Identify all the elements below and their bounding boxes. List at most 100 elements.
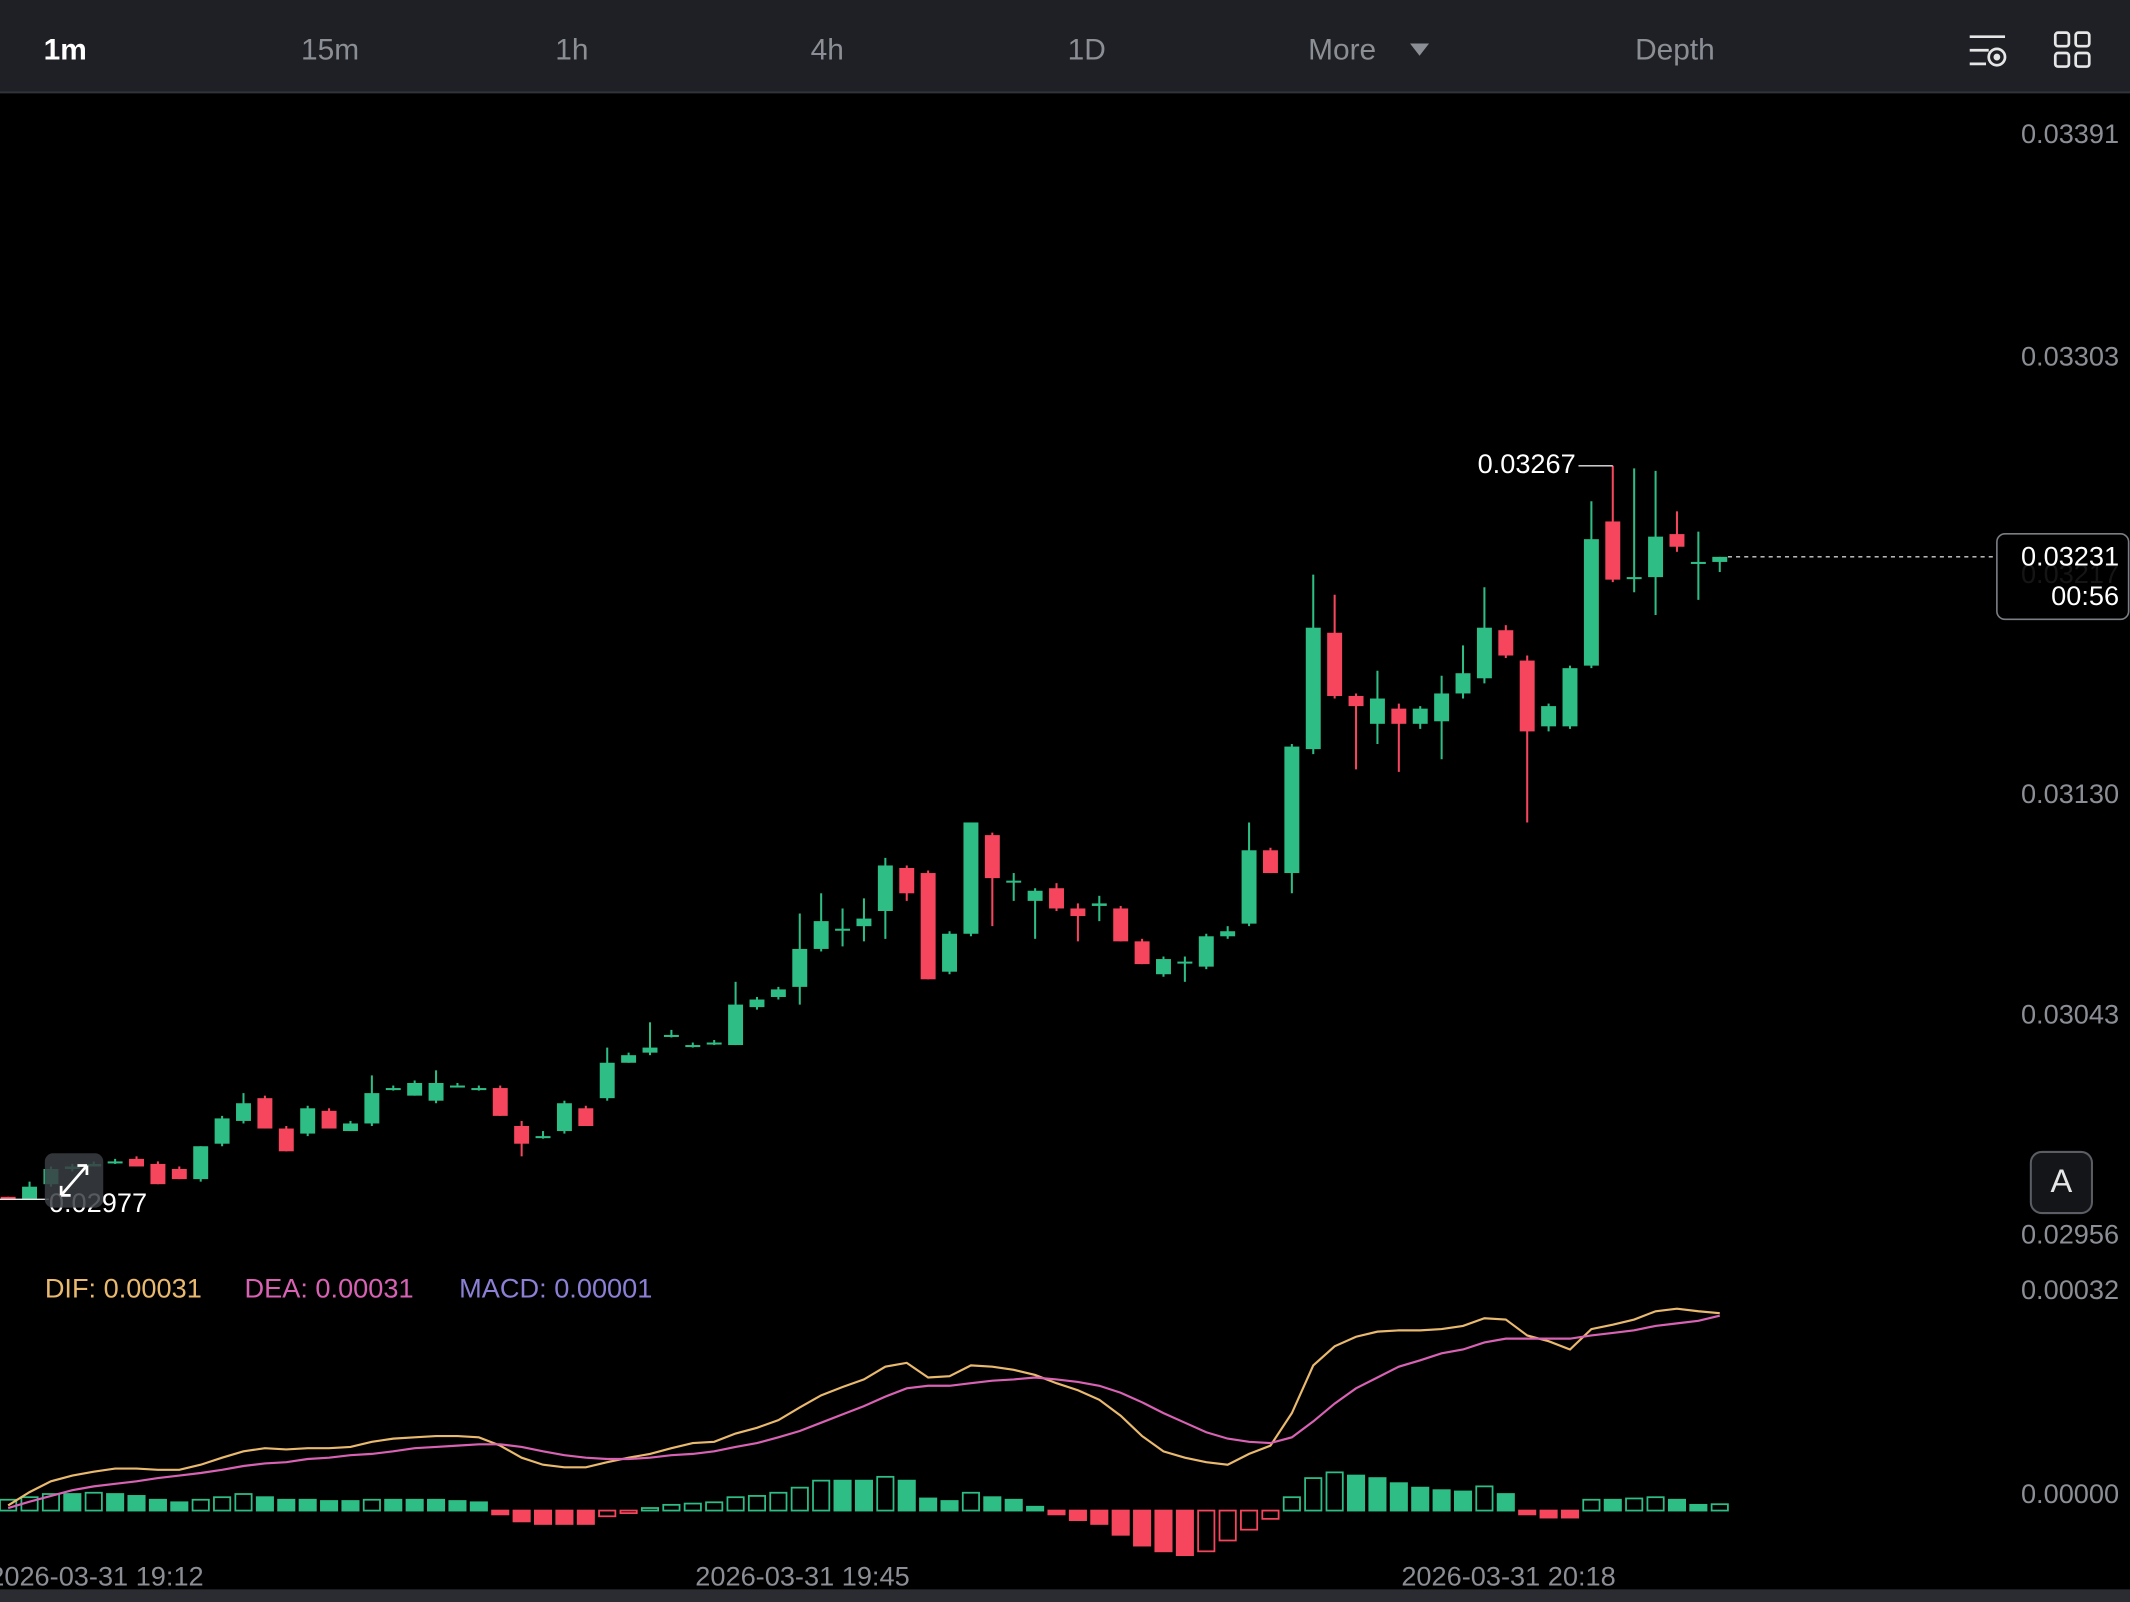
candle-body xyxy=(1541,706,1557,727)
macd-bar xyxy=(170,1501,189,1512)
auto-scale-button[interactable]: A xyxy=(2029,1150,2093,1215)
candle-body xyxy=(193,1146,209,1180)
layout-icon[interactable] xyxy=(2053,31,2091,68)
macd-bar xyxy=(448,1500,467,1512)
macd-bar xyxy=(576,1509,595,1525)
last-price-label: 0.03231 xyxy=(2021,540,2119,571)
macd-bar xyxy=(1368,1477,1387,1512)
indicator-settings-icon[interactable] xyxy=(1969,35,2007,67)
timeframe-tab[interactable]: 4h xyxy=(811,34,844,67)
candle-body xyxy=(1498,630,1514,656)
macd-bar xyxy=(683,1502,702,1512)
candle-body xyxy=(899,867,915,894)
y-tick-label: 0.03391 xyxy=(2021,118,2119,149)
candle-body xyxy=(1626,577,1642,580)
candle-body xyxy=(1519,660,1535,732)
timeframe-tab[interactable]: Depth xyxy=(1635,34,1715,67)
candle-body xyxy=(514,1125,530,1144)
macd-bar xyxy=(1475,1485,1494,1512)
macd-bar xyxy=(897,1479,916,1512)
candle-body xyxy=(877,865,893,911)
macd-bar xyxy=(491,1509,510,1516)
timeframe-tab[interactable]: 1h xyxy=(555,34,588,67)
candle-body xyxy=(685,1045,701,1048)
timeframe-tab[interactable]: More xyxy=(1308,34,1376,67)
macd-bar xyxy=(427,1498,446,1512)
legend-entry: DIF: 0.00031 xyxy=(45,1273,202,1304)
x-tick-label: 2026-03-31 19:45 xyxy=(695,1561,909,1592)
macd-bar xyxy=(1646,1496,1665,1512)
y-tick-label: 0.02956 xyxy=(2021,1218,2119,1249)
candle-body xyxy=(492,1088,508,1116)
macd-bar xyxy=(983,1496,1002,1512)
macd-bar xyxy=(598,1509,617,1518)
macd-bar xyxy=(63,1493,82,1512)
candle-body xyxy=(1648,536,1664,578)
macd-bar xyxy=(1261,1509,1280,1520)
timeframe-tab[interactable]: 15m xyxy=(301,34,359,67)
candle-body xyxy=(1391,708,1407,724)
macd-bar xyxy=(705,1501,724,1512)
candle-body xyxy=(1562,668,1578,727)
y-tick-label: 0.00000 xyxy=(2021,1478,2119,1509)
macd-bar xyxy=(940,1500,959,1512)
macd-bar xyxy=(1282,1496,1301,1512)
macd-bar xyxy=(662,1503,681,1512)
candle-body xyxy=(749,999,765,1008)
candle-body xyxy=(1006,880,1022,883)
candle-body xyxy=(984,835,1000,879)
candle-body xyxy=(1669,534,1685,547)
macd-bar xyxy=(320,1500,339,1512)
macd-bar xyxy=(769,1491,788,1512)
max-price-label: 0.03267 xyxy=(1478,448,1576,479)
expand-button[interactable] xyxy=(44,1153,104,1208)
macd-bar xyxy=(384,1498,403,1512)
macd-bar xyxy=(1603,1498,1622,1512)
candle-body xyxy=(364,1093,380,1124)
macd-bar xyxy=(341,1500,360,1512)
candle-body xyxy=(343,1123,358,1132)
candle-body xyxy=(770,989,786,997)
candle-body xyxy=(236,1103,251,1121)
macd-line xyxy=(7,1314,1721,1510)
candle-body xyxy=(1434,693,1450,722)
macd-bar xyxy=(362,1498,381,1512)
x-tick-label: 2026-03-31 20:18 xyxy=(1401,1561,1615,1592)
macd-bar xyxy=(1154,1509,1173,1553)
timeframe-tab[interactable]: 1m xyxy=(44,34,87,67)
candle-body xyxy=(1369,698,1385,724)
candle-body xyxy=(599,1062,615,1099)
macd-bar xyxy=(405,1498,424,1512)
macd-bar xyxy=(919,1497,938,1512)
candle-body xyxy=(1113,908,1129,942)
macd-bar xyxy=(1389,1482,1408,1512)
candle-body xyxy=(129,1158,144,1167)
macd-bar xyxy=(213,1496,232,1512)
macd-bar xyxy=(1625,1497,1644,1512)
macd-bar xyxy=(41,1493,60,1512)
macd-bar xyxy=(191,1498,210,1512)
auto-scale-label[interactable]: A xyxy=(2051,1162,2073,1199)
candle-body xyxy=(963,822,979,934)
x-tick-label: 2026-03-31 19:12 xyxy=(0,1561,204,1592)
macd-bar xyxy=(298,1498,317,1512)
macd-bar xyxy=(1218,1509,1237,1542)
timeframe-tab[interactable]: 1D xyxy=(1068,34,1106,67)
candle-body xyxy=(792,948,808,987)
candle-body xyxy=(1305,627,1321,750)
candle-body xyxy=(300,1108,316,1134)
macd-bar xyxy=(277,1498,296,1512)
dropdown-caret[interactable] xyxy=(1410,43,1430,56)
countdown-label: 00:56 xyxy=(2051,580,2119,611)
candle-body xyxy=(920,873,936,980)
candle-body xyxy=(107,1161,123,1164)
macd-bar xyxy=(1432,1489,1451,1512)
candle-body xyxy=(1412,708,1428,724)
candle-body xyxy=(1156,959,1171,975)
candle-body xyxy=(1220,931,1236,937)
candle-body xyxy=(471,1088,487,1091)
candle-body xyxy=(1070,908,1086,917)
